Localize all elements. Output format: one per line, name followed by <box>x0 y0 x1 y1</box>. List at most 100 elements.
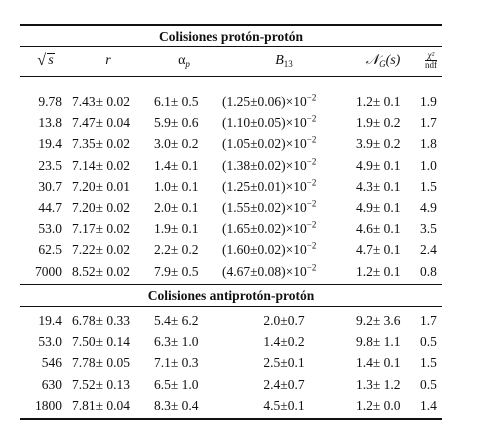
section-title-ppbar: Colisiones antiprotón-protón <box>147 288 315 303</box>
cell-b13: (1.25±0.01)×10−2 <box>222 177 346 197</box>
cell-chi2-ndf: 1.4 <box>420 397 437 413</box>
cell-chi2-ndf: 1.5 <box>420 355 437 371</box>
cell-chi2-ndf: 0.5 <box>420 376 437 392</box>
cell-b13-exponent: −2 <box>306 177 317 188</box>
cell-ng: 1.2± 0.0 <box>356 397 401 413</box>
cell-b13: 4.5±0.1 <box>263 397 305 413</box>
cell-sqrt-s: 1800 <box>35 397 62 413</box>
table-row: 9.78 7.43± 0.02 6.1± 0.5 (1.25±0.06)×10−2 1.… <box>20 92 442 112</box>
cell-b13: 1.4±0.2 <box>263 334 305 350</box>
cell-chi2-ndf: 1.5 <box>420 178 437 194</box>
cell-r: 7.78± 0.05 <box>72 355 131 371</box>
cell-r: 7.14± 0.02 <box>72 157 131 173</box>
cell-r: 6.78± 0.33 <box>72 313 131 328</box>
cell-b13: (1.55±0.02)×10−2 <box>222 198 346 218</box>
cell-r: 7.17± 0.02 <box>72 221 131 237</box>
cell-r: 7.52± 0.13 <box>72 376 131 392</box>
table-row: 630 7.52± 0.13 6.5± 1.0 2.4±0.7 1.3± 1.2 0.5 <box>20 375 442 395</box>
cell-alpha-p: 1.9± 0.1 <box>154 221 199 237</box>
table-row: 53.0 7.50± 0.14 6.3± 1.0 1.4±0.2 9.8± 1.1 0.5 <box>20 332 442 352</box>
table-row: 7000 8.52± 0.02 7.9± 0.5 (4.67±0.08)×10−2 1.… <box>20 262 442 282</box>
cell-ng: 1.2± 0.1 <box>356 94 401 109</box>
header-rule <box>20 76 442 77</box>
table-row: 1800 7.81± 0.04 8.3± 0.4 4.5±0.1 1.2± 0.0 1.4 <box>20 396 442 416</box>
cell-ng: 1.9± 0.2 <box>356 115 401 131</box>
cell-alpha-p: 1.4± 0.1 <box>154 157 199 173</box>
cell-alpha-p: 7.9± 0.5 <box>154 263 199 279</box>
cell-b13: 2.4±0.7 <box>263 376 305 392</box>
cell-chi2-ndf: 1.9 <box>420 94 437 109</box>
cell-b13: (1.05±0.02)×10−2 <box>222 134 346 154</box>
cell-b13: (1.25±0.06)×10−2 <box>222 92 346 112</box>
section-rule-ppbar-bottom <box>20 306 442 307</box>
cell-sqrt-s: 19.4 <box>38 313 62 328</box>
cell-b13-mantissa: (1.25±0.06)×10 <box>222 94 307 109</box>
cell-alpha-p: 6.1± 0.5 <box>154 94 199 109</box>
cell-sqrt-s: 19.4 <box>38 136 62 152</box>
cell-ng: 4.6± 0.1 <box>356 221 401 237</box>
table-row: 23.5 7.14± 0.02 1.4± 0.1 (1.38±0.02)×10−2 4.… <box>20 156 442 176</box>
cell-r: 7.35± 0.02 <box>72 136 131 152</box>
cell-b13: (1.10±0.05)×10−2 <box>222 113 346 133</box>
cell-b13-mantissa: (1.10±0.05)×10 <box>222 115 307 131</box>
cell-ng: 4.9± 0.1 <box>356 157 401 173</box>
header-ng: 𝒩G(s) <box>365 53 401 69</box>
cell-ng: 3.9± 0.2 <box>356 136 401 152</box>
cell-r: 7.43± 0.02 <box>72 94 131 109</box>
cell-ng: 4.9± 0.1 <box>356 200 401 215</box>
cell-alpha-p: 2.2± 0.2 <box>154 242 199 258</box>
cell-sqrt-s: 546 <box>41 355 62 371</box>
cell-b13: (1.65±0.02)×10−2 <box>222 219 346 239</box>
cell-r: 7.20± 0.02 <box>72 200 131 215</box>
cell-b13-exponent: −2 <box>306 240 317 251</box>
cell-ng: 9.8± 1.1 <box>356 334 401 350</box>
cell-b13: (1.38±0.02)×10−2 <box>222 156 346 176</box>
cell-chi2-ndf: 4.9 <box>420 200 437 215</box>
cell-alpha-p: 5.4± 6.2 <box>154 313 199 328</box>
cell-b13: 2.0±0.7 <box>263 313 305 328</box>
cell-r: 7.20± 0.01 <box>72 178 131 194</box>
cell-chi2-ndf: 1.7 <box>420 115 437 131</box>
cell-chi2-ndf: 1.0 <box>420 157 437 173</box>
header-b13: B13 <box>275 53 293 69</box>
cell-alpha-p: 6.5± 1.0 <box>154 376 199 392</box>
cell-r: 7.81± 0.04 <box>72 397 131 413</box>
cell-chi2-ndf: 2.4 <box>420 242 437 258</box>
cell-ng: 1.2± 0.1 <box>356 263 401 279</box>
cell-r: 7.47± 0.04 <box>72 115 131 131</box>
cell-alpha-p: 3.0± 0.2 <box>154 136 199 152</box>
bottom-rule <box>20 418 442 420</box>
cell-b13-exponent: −2 <box>306 92 317 103</box>
section-title-pp: Colisiones protón-protón <box>159 29 303 44</box>
cell-b13: 2.5±0.1 <box>263 355 305 371</box>
cell-b13-exponent: −2 <box>306 156 317 167</box>
cell-b13-mantissa: (1.65±0.02)×10 <box>222 221 307 237</box>
cell-sqrt-s: 9.78 <box>38 94 62 109</box>
table-row: 44.7 7.20± 0.02 2.0± 0.1 (1.55±0.02)×10−2 4.… <box>20 198 442 218</box>
cell-sqrt-s: 23.5 <box>38 157 62 173</box>
title-rule <box>20 46 442 47</box>
top-rule <box>20 24 442 26</box>
table-row: 546 7.78± 0.05 7.1± 0.3 2.5±0.1 1.4± 0.1 1.5 <box>20 353 442 373</box>
cell-chi2-ndf: 1.7 <box>420 313 437 328</box>
cell-r: 8.52± 0.02 <box>72 263 131 279</box>
cell-b13-mantissa: (1.25±0.01)×10 <box>222 178 307 194</box>
cell-b13-exponent: −2 <box>306 134 317 145</box>
cell-chi2-ndf: 0.8 <box>420 263 437 279</box>
table-row: 19.4 7.35± 0.02 3.0± 0.2 (1.05±0.02)×10−2 3.… <box>20 134 442 154</box>
cell-alpha-p: 2.0± 0.1 <box>154 200 199 215</box>
table-row: 13.8 7.47± 0.04 5.9± 0.6 (1.10±0.05)×10−2 1.… <box>20 113 442 133</box>
table-row: 19.4 6.78± 0.33 5.4± 6.2 2.0±0.7 9.2± 3.6 1.7 <box>20 311 442 331</box>
cell-r: 7.22± 0.02 <box>72 242 131 258</box>
cell-r: 7.50± 0.14 <box>72 334 131 350</box>
cell-ng: 1.3± 1.2 <box>356 376 401 392</box>
table-row: 62.5 7.22± 0.02 2.2± 0.2 (1.60±0.02)×10−2 4.… <box>20 240 442 260</box>
cell-b13-mantissa: (1.55±0.02)×10 <box>222 200 307 215</box>
cell-alpha-p: 6.3± 1.0 <box>154 334 199 350</box>
cell-b13-mantissa: (1.05±0.02)×10 <box>222 136 307 152</box>
cell-chi2-ndf: 3.5 <box>420 221 437 237</box>
cell-chi2-ndf: 1.8 <box>420 136 437 152</box>
cell-b13-mantissa: (4.67±0.08)×10 <box>222 263 307 279</box>
cell-chi2-ndf: 0.5 <box>420 334 437 350</box>
